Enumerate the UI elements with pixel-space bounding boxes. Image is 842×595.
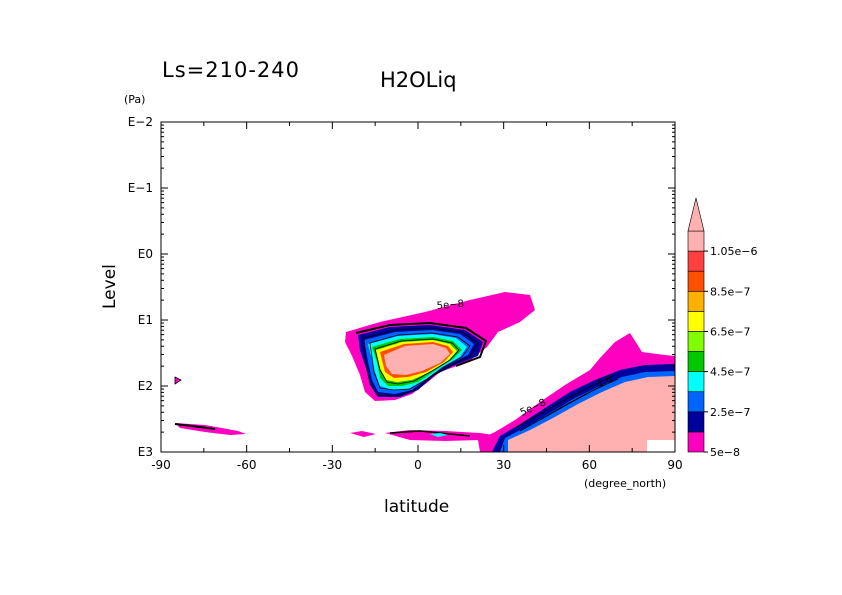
colorbar-label: 8.5e−7 bbox=[710, 285, 750, 298]
colorbar-swatch bbox=[687, 230, 705, 252]
colorbar-label: 6.5e−7 bbox=[710, 325, 750, 338]
chart-title: H2OLiq bbox=[380, 68, 457, 92]
colorbar-swatch bbox=[687, 391, 705, 413]
missing-data-patch bbox=[647, 440, 675, 452]
y-tick-label: E1 bbox=[138, 313, 153, 327]
y-tick-label: E−2 bbox=[128, 115, 153, 129]
contour-fields: 5e−8 1.6 5e−8 bbox=[174, 292, 675, 452]
colorbar-swatch bbox=[687, 311, 705, 332]
equator-surface-inner bbox=[430, 433, 448, 437]
colorbar-swatch bbox=[687, 250, 705, 272]
colorbar-label: 4.5e−7 bbox=[710, 366, 750, 379]
mid-surface-streak bbox=[350, 431, 376, 437]
x-tick-label: 0 bbox=[414, 458, 422, 472]
x-axis: -90 -60 -30 0 30 60 90 bbox=[151, 122, 683, 472]
colorbar-label: 1.05e−6 bbox=[710, 245, 757, 258]
x-axis-title: latitude bbox=[384, 497, 449, 517]
x-tick-label: 90 bbox=[667, 458, 682, 472]
northern-surface-cloud: 5e−8 1.6 bbox=[478, 333, 675, 452]
southern-surface-streak-edge bbox=[174, 423, 216, 430]
season-label: Ls=210-240 bbox=[162, 58, 300, 82]
x-tick-label: 60 bbox=[582, 458, 597, 472]
colorbar-swatch bbox=[687, 371, 705, 393]
colorbar-swatch bbox=[687, 431, 705, 453]
colorbar-swatch bbox=[687, 290, 705, 312]
contour-edge bbox=[355, 321, 488, 367]
contour-lines-northern bbox=[514, 374, 619, 432]
y-tick-label: E−1 bbox=[128, 181, 153, 195]
colorbar-swatch bbox=[687, 270, 705, 292]
x-tick-label: -30 bbox=[323, 458, 343, 472]
x-unit-label: (degree_north) bbox=[584, 477, 666, 490]
y-unit-label: (Pa) bbox=[124, 93, 145, 106]
colorbar-swatch bbox=[687, 351, 705, 372]
contour-label-northern-2: 1.6 bbox=[595, 374, 614, 390]
equatorial-cloud bbox=[345, 292, 535, 401]
contour-band-max bbox=[384, 344, 450, 375]
surface-streaks bbox=[174, 376, 500, 441]
colorbar: 5e−8 2.5e−7 4.5e−7 6.5e−7 8.5e−7 1.05e−6 bbox=[687, 197, 757, 459]
contour-label-equatorial: 5e−8 bbox=[436, 299, 464, 312]
colorbar-label: 5e−8 bbox=[710, 446, 740, 459]
equator-surface-streak-edge bbox=[389, 430, 471, 437]
south-pole-dot bbox=[174, 376, 182, 385]
y-axis-title: Level bbox=[100, 264, 120, 309]
colorbar-swatch bbox=[687, 331, 705, 352]
colorbar-label: 2.5e−7 bbox=[710, 406, 750, 419]
x-tick-label: 30 bbox=[496, 458, 511, 472]
x-tick-label: -60 bbox=[237, 458, 257, 472]
y-tick-label: E0 bbox=[138, 247, 153, 261]
colorbar-overflow-triangle bbox=[687, 197, 705, 232]
contour-lines-equatorial bbox=[363, 327, 479, 397]
y-axis: E3 E2 E1 E0 E−1 E−2 bbox=[128, 115, 675, 459]
x-tick-label: -90 bbox=[151, 458, 171, 472]
colorbar-swatch bbox=[687, 411, 705, 433]
contour-band-max bbox=[508, 376, 675, 452]
y-tick-label: E3 bbox=[138, 445, 153, 459]
y-tick-label: E2 bbox=[138, 379, 153, 393]
